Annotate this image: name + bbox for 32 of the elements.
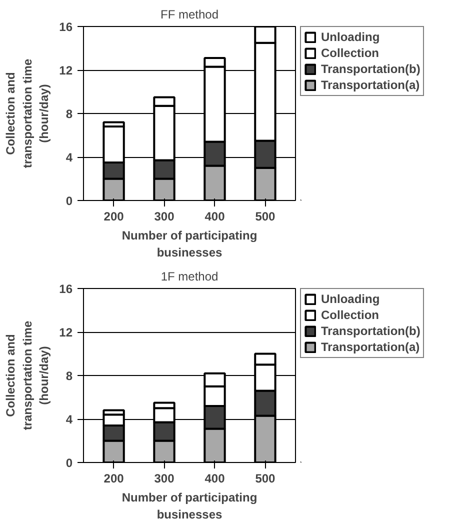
x-tick-label: 200: [104, 210, 124, 224]
legend-label: Transportation(a): [321, 340, 420, 354]
x-axis-title: Number of participating businesses: [122, 490, 258, 522]
legend-label: Collection: [321, 308, 380, 322]
x-tick-label: 500: [255, 210, 276, 224]
y-tick-label: 0: [66, 456, 73, 470]
y-axis-title: Collection and transportation time (hour/day): [4, 320, 52, 430]
x-tick-label: 400: [204, 210, 226, 224]
y-tick-label: 12: [59, 326, 73, 340]
y-tick-label: 4: [66, 150, 73, 164]
y-tick-label: 4: [66, 412, 73, 426]
y-axis-title: Collection and transportation time (hour/day): [4, 58, 52, 168]
x-axis-title: Number of participating businesses: [122, 228, 258, 260]
legend-label: Collection: [321, 46, 380, 60]
y-tick-label: 8: [66, 107, 73, 121]
legend-label: Transportation(a): [321, 78, 420, 92]
y-tick-label: 16: [59, 282, 73, 296]
legend-label: Unloading: [321, 292, 380, 306]
y-tick-label: 8: [66, 369, 73, 383]
legend-label: Transportation(b): [321, 62, 420, 76]
x-tick-label: 300: [154, 210, 175, 224]
y-tick-label: 0: [66, 194, 73, 208]
y-tick-label: 12: [59, 64, 73, 78]
chart-title: 1F method: [160, 270, 218, 284]
y-tick-label: 16: [59, 20, 73, 34]
x-tick-label: 500: [255, 472, 276, 486]
x-tick-label: 300: [154, 472, 175, 486]
legend-label: Transportation(b): [321, 324, 420, 338]
legend-label: Unloading: [321, 30, 380, 44]
x-tick-label: 400: [204, 472, 226, 486]
x-tick-label: 200: [104, 472, 124, 486]
chart-title: FF method: [160, 8, 219, 22]
